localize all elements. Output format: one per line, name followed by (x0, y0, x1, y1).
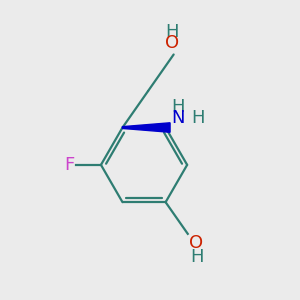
Text: H: H (165, 23, 179, 41)
Text: O: O (165, 34, 179, 52)
Text: H: H (172, 98, 185, 116)
Text: H: H (191, 248, 204, 266)
Polygon shape (122, 123, 170, 132)
Text: N: N (172, 109, 185, 127)
Text: H: H (191, 109, 204, 127)
Text: O: O (189, 234, 203, 252)
Text: F: F (64, 156, 74, 174)
